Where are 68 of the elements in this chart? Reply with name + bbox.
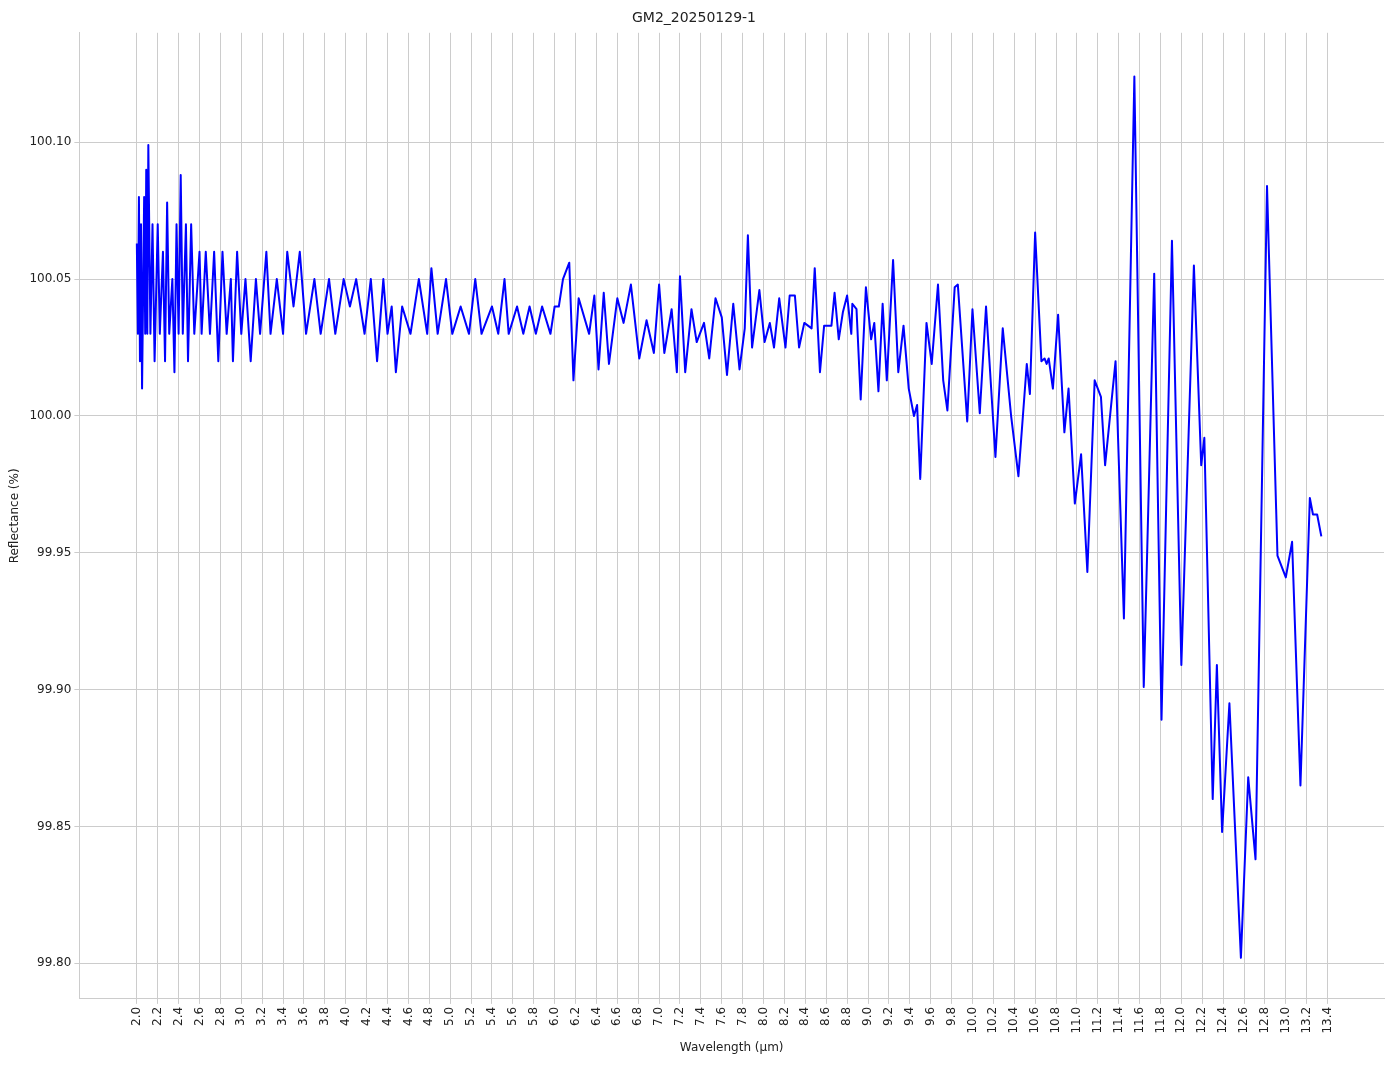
x-tick-label: 11.4 — [1110, 1006, 1125, 1034]
x-tick-label: 4.8 — [421, 1006, 436, 1026]
x-tick-label: 7.6 — [713, 1006, 728, 1026]
y-tick-label: 99.95 — [37, 544, 72, 559]
x-tick-label: 6.4 — [588, 1006, 603, 1026]
x-tick-label: 9.0 — [860, 1006, 875, 1026]
x-tick-label: 12.2 — [1194, 1006, 1209, 1034]
x-tick-label: 11.8 — [1152, 1006, 1167, 1034]
x-tick-label: 3.4 — [275, 1006, 290, 1026]
x-tick-label: 4.6 — [400, 1006, 415, 1026]
x-tick-label: 12.4 — [1215, 1006, 1230, 1034]
x-tick-label: 7.2 — [672, 1006, 687, 1026]
x-tick-label: 12.6 — [1236, 1006, 1251, 1034]
x-tick-label: 6.6 — [609, 1006, 624, 1026]
x-tick-label: 8.2 — [776, 1006, 791, 1026]
x-tick-label: 6.8 — [630, 1006, 645, 1026]
x-tick-label: 11.0 — [1069, 1006, 1084, 1034]
x-tick-label: 3.0 — [233, 1006, 248, 1026]
x-tick-label: 4.4 — [379, 1006, 394, 1026]
x-tick-label: 9.4 — [901, 1006, 916, 1026]
x-tick-label: 2.0 — [128, 1006, 143, 1026]
x-tick-label: 13.2 — [1298, 1006, 1313, 1034]
x-tick-label: 10.0 — [964, 1006, 979, 1034]
y-tick-label: 99.80 — [37, 955, 72, 970]
y-tick-label: 100.00 — [29, 408, 72, 423]
x-tick-label: 13.4 — [1319, 1006, 1334, 1034]
x-tick-label: 2.2 — [149, 1006, 164, 1026]
x-tick-label: 4.0 — [337, 1006, 352, 1026]
chart-title: GM2_20250129-1 — [631, 9, 757, 26]
y-tick-label: 99.85 — [37, 818, 72, 833]
x-tick-label: 2.6 — [191, 1006, 206, 1026]
x-tick-label: 8.0 — [755, 1006, 770, 1026]
y-tick-label: 99.90 — [37, 681, 72, 696]
x-tick-label: 12.0 — [1173, 1006, 1188, 1034]
x-tick-label: 5.4 — [484, 1006, 499, 1026]
x-tick-label: 9.2 — [881, 1006, 896, 1026]
x-tick-label: 7.8 — [734, 1006, 749, 1026]
x-tick-label: 10.8 — [1048, 1006, 1063, 1034]
x-tick-label: 4.2 — [358, 1006, 373, 1026]
x-tick-label: 3.8 — [316, 1006, 331, 1026]
x-tick-label: 3.2 — [254, 1006, 269, 1026]
y-tick-label: 100.05 — [29, 271, 72, 286]
x-tick-label: 6.0 — [546, 1006, 561, 1026]
x-tick-label: 3.6 — [296, 1006, 311, 1026]
x-tick-label: 5.2 — [463, 1006, 478, 1026]
x-tick-label: 2.8 — [212, 1006, 227, 1026]
x-tick-label: 10.6 — [1027, 1006, 1042, 1034]
x-tick-label: 13.0 — [1277, 1006, 1292, 1034]
x-tick-label: 5.0 — [442, 1006, 457, 1026]
x-tick-label: 5.6 — [504, 1006, 519, 1026]
x-axis-title: Wavelength (µm) — [679, 1039, 784, 1054]
x-tick-label: 8.6 — [818, 1006, 833, 1026]
x-tick-label: 8.4 — [797, 1006, 812, 1026]
y-axis-title: Reflectance (%) — [7, 468, 22, 564]
x-tick-label: 7.0 — [651, 1006, 666, 1026]
x-tick-label: 8.8 — [839, 1006, 854, 1026]
x-tick-label: 5.8 — [525, 1006, 540, 1026]
x-tick-label: 2.4 — [170, 1006, 185, 1026]
x-tick-label: 7.4 — [693, 1006, 708, 1026]
x-tick-label: 10.2 — [985, 1006, 1000, 1034]
x-tick-label: 9.8 — [943, 1006, 958, 1026]
x-tick-label: 6.2 — [567, 1006, 582, 1026]
x-tick-label: 9.6 — [922, 1006, 937, 1026]
x-tick-label: 11.6 — [1131, 1006, 1146, 1034]
y-tick-label: 100.10 — [29, 134, 72, 149]
x-tick-label: 12.8 — [1257, 1006, 1272, 1034]
x-tick-label: 10.4 — [1006, 1006, 1021, 1034]
x-tick-label: 11.2 — [1089, 1006, 1104, 1034]
